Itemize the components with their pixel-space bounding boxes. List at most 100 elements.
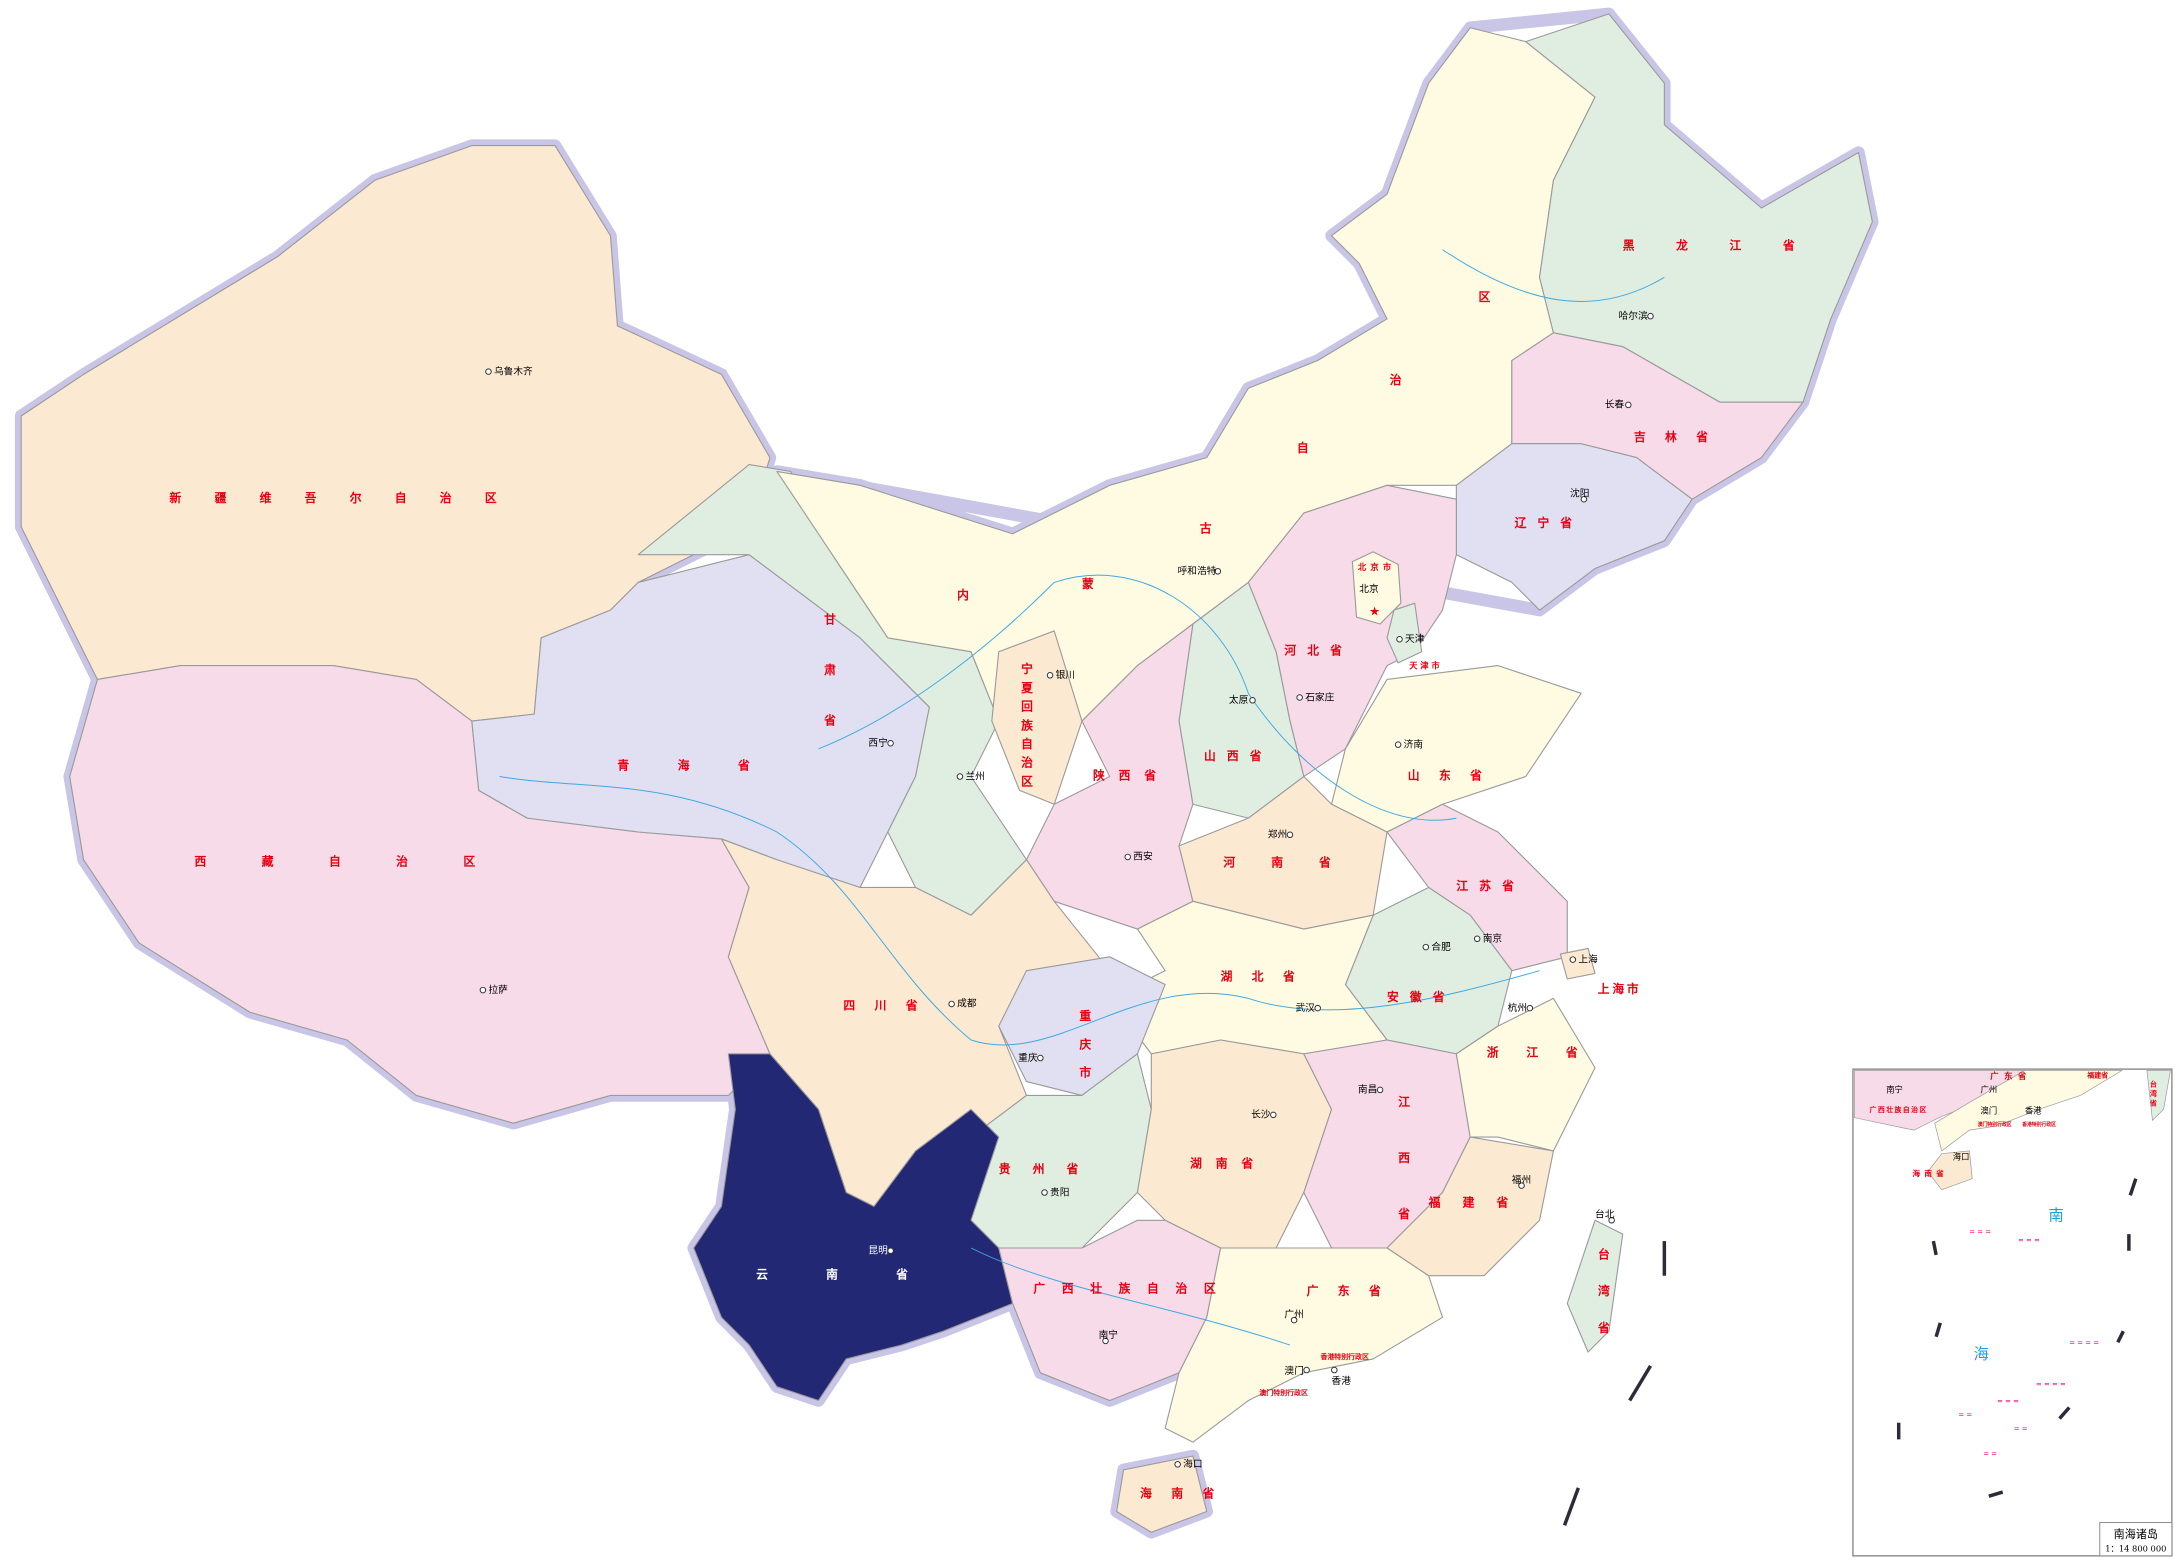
provinces xyxy=(20,13,1873,1533)
inset-label-fujian: 福建省 xyxy=(2086,1070,2108,1079)
city-markers: 乌鲁木齐 拉萨 西宁 兰州 银川 呼和浩特 哈尔滨 长春 沈阳 北京 天津 石家… xyxy=(479,309,1654,1470)
city-fuzhou: 福州 xyxy=(1512,1173,1531,1186)
svg-text:= =: = = xyxy=(1983,1450,1997,1458)
label-neimenggu-1: 内 xyxy=(957,588,983,602)
label-neimenggu-2: 蒙 xyxy=(1082,577,1108,591)
inset-label-hongkong: 香港特别行政区 xyxy=(2021,1121,2056,1128)
province-beijing[interactable] xyxy=(1351,551,1402,625)
province-heilongjiang[interactable] xyxy=(1525,13,1873,403)
label-shanghai: 上海市 xyxy=(1598,982,1642,996)
label-guangxi: 广西壮族自治区 xyxy=(1033,1281,1232,1295)
label-shandong: 山东省 xyxy=(1408,768,1502,782)
city-hongkong: 香港 xyxy=(1332,1375,1352,1387)
inset-label-taiwan: 台湾省 xyxy=(2148,1079,2157,1109)
city-tianjin: 天津 xyxy=(1405,633,1425,645)
city-nanning: 南宁 xyxy=(1099,1328,1119,1341)
city-harbin: 哈尔滨 xyxy=(1619,309,1648,322)
city-taipei: 台北 xyxy=(1595,1207,1615,1220)
province-hainan[interactable] xyxy=(1116,1455,1208,1533)
city-lhasa: 拉萨 xyxy=(488,983,508,996)
inset-label-macau: 澳门特别行政区 xyxy=(1978,1121,2012,1128)
city-chengdu: 成都 xyxy=(957,998,977,1010)
city-xining: 西宁 xyxy=(868,736,888,749)
city-zhengzhou: 郑州 xyxy=(1268,828,1287,841)
province-hunan[interactable] xyxy=(1136,1039,1333,1249)
inset-city-macau: 澳门 xyxy=(1981,1105,1998,1115)
label-shanxi: 山西省 xyxy=(1204,749,1273,763)
city-macau: 澳门 xyxy=(1284,1364,1303,1377)
label-yunnan: 云南省 xyxy=(756,1268,966,1282)
south-china-sea-inset: 广东省 福建省 台湾省 广西壮族自治区 海南省 澳门特别行政区 香港特别行政区 … xyxy=(1852,1068,2173,1557)
rivers xyxy=(499,249,1665,1346)
label-tianjin: 天津市 xyxy=(1409,660,1442,670)
label-hunan: 湖南省 xyxy=(1190,1157,1267,1171)
inset-city-nanning: 南宁 xyxy=(1886,1085,1903,1095)
label-neimenggu-5: 治 xyxy=(1390,373,1416,387)
province-yunnan[interactable] xyxy=(693,1053,1014,1402)
city-guiyang: 贵阳 xyxy=(1050,1185,1069,1198)
label-neimenggu-3: 古 xyxy=(1200,521,1226,535)
city-shenyang: 沈阳 xyxy=(1570,486,1589,499)
province-labels: 新疆维吾尔自治区 西藏自治区 青海省 甘肃省 内 蒙 古 自 治 区 黑龙江省 … xyxy=(170,239,1836,1501)
islands: = = = = = = = = = = = = = = = = = = = = = = … xyxy=(1958,1228,2099,1458)
inset-scale: 1：14 800 000 xyxy=(2105,1544,2166,1554)
city-jinan: 济南 xyxy=(1404,737,1424,750)
svg-text:= = = =: = = = = xyxy=(2069,1339,2099,1347)
city-yinchuan: 银川 xyxy=(1056,668,1075,681)
city-haikou: 海口 xyxy=(1183,1457,1202,1470)
label-jiangxi: 江西省 xyxy=(1397,1095,1411,1264)
label-sichuan: 四川省 xyxy=(843,998,937,1012)
inset-sea-label-1: 南 xyxy=(2048,1206,2063,1224)
svg-text:= = = =: = = = = xyxy=(2036,1381,2066,1389)
svg-text:= =: = = xyxy=(1958,1411,1972,1419)
label-qinghai: 青海省 xyxy=(617,759,798,773)
label-jilin: 吉林省 xyxy=(1634,430,1728,444)
province-zhejiang[interactable] xyxy=(1455,997,1596,1152)
city-hohhot: 呼和浩特 xyxy=(1178,565,1217,577)
label-beijing: 北京市 xyxy=(1358,562,1395,572)
province-shanghai[interactable] xyxy=(1559,947,1596,980)
capital-star-icon: ★ xyxy=(1369,604,1380,619)
svg-text:= =: = = xyxy=(2014,1425,2028,1433)
inset-dash-marks xyxy=(1896,1178,2138,1498)
label-macau: 澳门特别行政区 xyxy=(1259,1388,1308,1397)
label-guangdong: 广东省 xyxy=(1307,1284,1401,1298)
svg-text:= = =: = = = xyxy=(1969,1228,1991,1236)
inset-city-hongkong: 香港 xyxy=(2025,1105,2042,1115)
province-neimenggu[interactable] xyxy=(776,27,1596,722)
province-tianjin[interactable] xyxy=(1386,602,1423,664)
label-gansu: 甘肃省 xyxy=(823,612,837,764)
label-hainan: 海南省 xyxy=(1140,1487,1234,1501)
label-taiwan: 台湾省 xyxy=(1596,1247,1610,1358)
label-shaanxi: 陕西省 xyxy=(1093,768,1170,782)
label-chongqing: 重庆市 xyxy=(1078,1009,1092,1095)
dash-line-marks xyxy=(1562,1241,1667,1526)
city-wuhan: 武汉 xyxy=(1295,1001,1315,1014)
city-hefei: 合肥 xyxy=(1431,940,1451,953)
label-ningxia: 宁夏回族自治区 xyxy=(1019,662,1033,794)
svg-text:= = =: = = = xyxy=(1997,1397,2019,1405)
inset-label-guangdong: 广东省 xyxy=(1990,1071,2032,1081)
label-anhui: 安徽省 xyxy=(1387,990,1456,1004)
label-heilongjiang: 黑龙江省 xyxy=(1623,239,1836,253)
city-changchun: 长春 xyxy=(1605,399,1625,411)
label-neimenggu-4: 自 xyxy=(1297,441,1323,455)
label-hebei: 河北省 xyxy=(1284,644,1353,658)
inset-city-haikou: 海口 xyxy=(1953,1151,1970,1161)
label-liaoning: 辽宁省 xyxy=(1515,516,1584,530)
inset-title: 南海诸岛 xyxy=(2114,1527,2158,1541)
label-zhejiang: 浙江省 xyxy=(1487,1046,1606,1060)
label-neimenggu-6: 区 xyxy=(1479,290,1505,304)
label-xinjiang: 新疆维吾尔自治区 xyxy=(170,491,530,505)
province-ningxia[interactable] xyxy=(991,630,1083,805)
inset-label-guangxi: 广西壮族自治区 xyxy=(1870,1105,1928,1114)
city-beijing: 北京 xyxy=(1359,582,1379,595)
label-fujian: 福建省 xyxy=(1428,1195,1531,1209)
province-guangdong[interactable] xyxy=(1164,1247,1444,1443)
city-kunming: 昆明 xyxy=(868,1245,887,1257)
city-nanjing: 南京 xyxy=(1483,932,1503,945)
city-changsha: 长沙 xyxy=(1251,1109,1271,1121)
province-taiwan[interactable] xyxy=(1566,1219,1624,1353)
city-shanghai: 上海 xyxy=(1578,952,1598,965)
